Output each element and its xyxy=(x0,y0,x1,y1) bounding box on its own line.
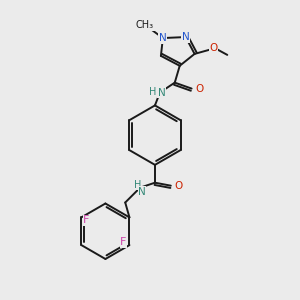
Text: N: N xyxy=(138,187,146,196)
Text: O: O xyxy=(209,43,217,53)
Text: N: N xyxy=(158,88,166,98)
Text: F: F xyxy=(83,215,89,225)
Text: N: N xyxy=(182,32,190,42)
Text: O: O xyxy=(195,84,204,94)
Text: H: H xyxy=(149,86,157,97)
Text: N: N xyxy=(159,33,167,43)
Text: CH₃: CH₃ xyxy=(136,20,154,30)
Text: F: F xyxy=(120,237,127,247)
Text: O: O xyxy=(175,181,183,191)
Text: H: H xyxy=(134,180,142,190)
